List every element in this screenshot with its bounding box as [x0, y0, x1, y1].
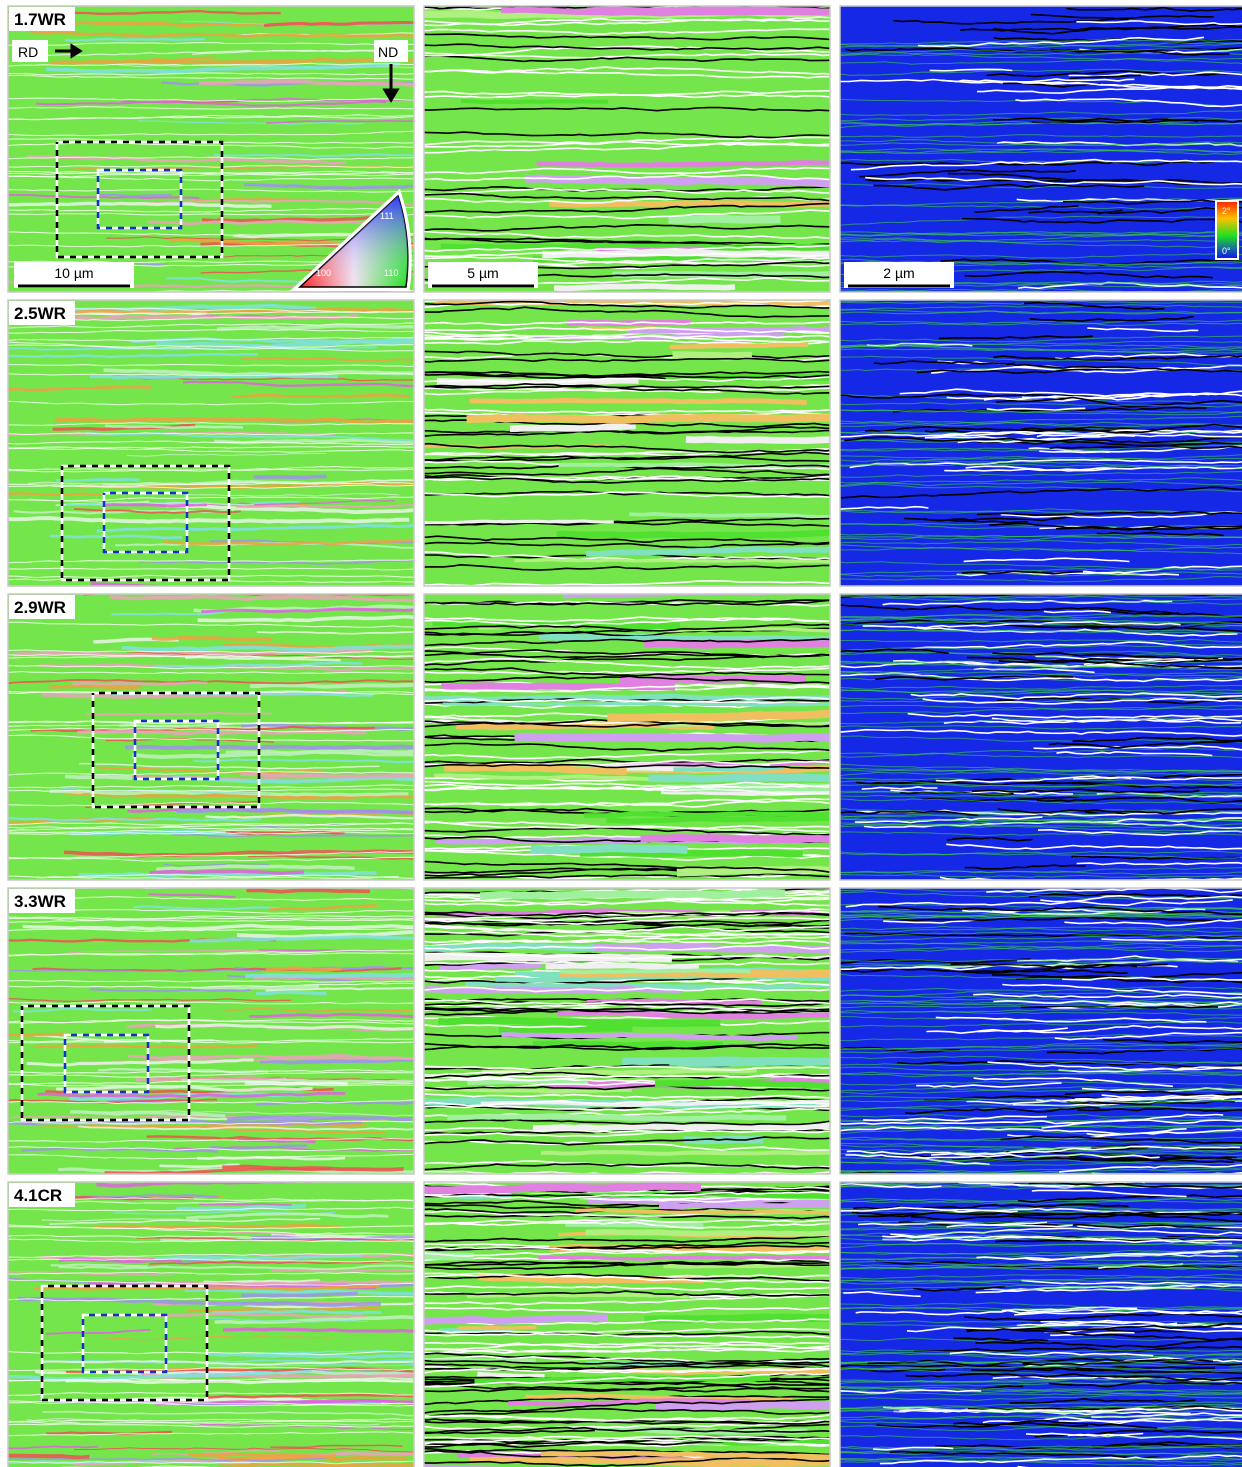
grain-band — [515, 737, 853, 739]
scale-bar-label: 10 µm — [54, 265, 93, 281]
grain-band — [406, 1318, 608, 1322]
scale-bar-label: 2 µm — [883, 265, 914, 281]
ipf-label: 100 — [316, 268, 331, 278]
grain-streak — [254, 476, 327, 477]
grain-band — [554, 286, 735, 289]
grain-band — [510, 426, 636, 429]
grain-band — [414, 1186, 701, 1190]
ipf-label: 111 — [380, 211, 394, 221]
grain-band — [501, 10, 894, 14]
grain-band — [461, 101, 608, 102]
grain-band — [444, 768, 627, 772]
ebsd-map — [824, 888, 1242, 1178]
rd-label: RD — [18, 44, 38, 60]
ebsd-map — [825, 1173, 1242, 1467]
grain-band — [580, 852, 803, 854]
grain-streak — [105, 505, 207, 507]
grain-band — [673, 355, 752, 356]
row-label: 1.7WR — [14, 10, 66, 29]
grain-band — [607, 714, 846, 718]
grain-streak — [4, 1034, 70, 1036]
grain-band — [668, 219, 780, 220]
grain-streak — [65, 776, 132, 778]
grain-streak — [35, 1045, 258, 1047]
grain-band — [606, 818, 837, 821]
grain-streak — [4, 1456, 89, 1458]
grain-streak — [90, 376, 338, 378]
colorbar-label: 0° — [1222, 246, 1231, 256]
grain-band — [477, 1374, 544, 1377]
figure: 1.7WR 2.5WR 2.9WR 3.3WR 4.1CR RD ND 10 µm 5 µm 2 … — [0, 0, 1242, 1467]
grain-streak — [266, 968, 341, 970]
ipf-label: 110 — [384, 268, 398, 278]
row-label: 4.1CR — [14, 1186, 62, 1205]
grain-streak — [199, 1204, 292, 1205]
grain-band — [538, 1256, 860, 1260]
page: 1.7WR 2.5WR 2.9WR 3.3WR 4.1CR RD ND 10 µm 5 µm 2 … — [0, 0, 1242, 1467]
grain-band — [670, 344, 809, 347]
grain-band — [545, 637, 858, 639]
grain-band — [557, 532, 850, 535]
nd-label: ND — [378, 44, 398, 60]
grain-streak — [256, 992, 326, 994]
grain-band — [447, 1116, 786, 1119]
grain-band — [409, 521, 614, 523]
ebsd-map — [829, 298, 1242, 586]
grain-streak — [246, 890, 370, 892]
grain-band — [546, 966, 699, 968]
colorbar-label: 2° — [1222, 206, 1231, 216]
grain-streak — [56, 479, 140, 481]
grain-streak — [201, 609, 435, 612]
scale-bar-label: 5 µm — [467, 265, 498, 281]
grain-streak — [73, 683, 208, 685]
grain-streak — [49, 686, 141, 687]
grain-band — [470, 400, 807, 402]
ebsd-map — [823, 593, 1242, 883]
row-label: 2.9WR — [14, 598, 66, 617]
grain-band — [565, 1224, 703, 1227]
ebsd-map — [830, 5, 1242, 293]
map-background — [8, 888, 414, 1174]
row-label: 3.3WR — [14, 892, 66, 911]
grain-streak — [50, 536, 182, 538]
grain-band — [531, 848, 688, 850]
grain-band — [443, 704, 873, 706]
grain-band — [458, 1327, 537, 1328]
row-label: 2.5WR — [14, 304, 66, 323]
grain-band — [480, 893, 785, 896]
grain-streak — [188, 1454, 336, 1456]
grain-streak — [150, 871, 304, 873]
grain-band — [467, 1081, 588, 1083]
grain-band — [560, 970, 751, 972]
grain-band — [438, 1020, 720, 1023]
grain-streak — [152, 638, 273, 640]
grain-band — [499, 1028, 633, 1030]
grain-band — [467, 418, 871, 421]
